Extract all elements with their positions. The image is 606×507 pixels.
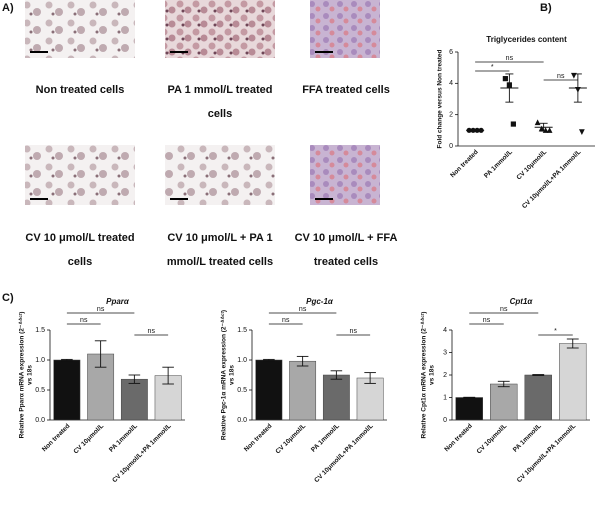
comparison-label: ns xyxy=(506,55,514,62)
y-tick-label: 0 xyxy=(449,143,453,150)
y-tick-label: 0.0 xyxy=(237,417,247,424)
x-tick-label: PA 1mmol/L xyxy=(108,423,139,454)
comparison-label: * xyxy=(491,64,494,71)
micrograph xyxy=(25,0,135,58)
y-tick-label: 0.5 xyxy=(35,387,45,394)
x-tick-label: Non treated xyxy=(41,423,72,454)
data-point xyxy=(538,125,545,132)
bar xyxy=(356,377,384,421)
y-axis-label: vs 18s xyxy=(429,365,436,385)
comparison-label: ns xyxy=(557,73,565,80)
y-axis-label: Relative Pgc-1α mRNA expression (2⁻ᐞᐞᶜᵗ) xyxy=(220,310,228,440)
bar xyxy=(53,359,81,421)
comparison-label: ns xyxy=(350,328,358,335)
chart-title: Pparα xyxy=(106,297,130,306)
x-tick-label: CV 10μmol/L+PA 1mmol/L xyxy=(521,149,583,211)
chart-title: Triglycerides content xyxy=(486,35,567,44)
y-axis-label: vs 18s xyxy=(229,365,236,385)
x-tick-label: CV 10μmol/L xyxy=(515,149,548,182)
bar xyxy=(559,343,587,421)
chart-title: Cpt1α xyxy=(510,297,534,306)
data-point xyxy=(534,119,541,126)
micrograph xyxy=(165,0,275,58)
y-tick-label: 1 xyxy=(443,394,447,401)
x-tick-label: CV 10μmol/L xyxy=(274,423,307,456)
y-tick-label: 0.0 xyxy=(35,417,45,424)
panel-label: A) xyxy=(2,2,14,14)
comparison-label: ns xyxy=(97,306,105,313)
y-tick-label: 4 xyxy=(449,80,453,87)
comparison-label: ns xyxy=(148,328,156,335)
bar xyxy=(524,374,552,421)
caption: CV 10 μmol/L + FFA treated cells xyxy=(294,232,398,268)
caption: CV 10 μmol/L + PA 1 mmol/L treated cells xyxy=(166,232,274,268)
caption: FFA treated cells xyxy=(302,84,390,96)
y-tick-label: 3 xyxy=(443,349,447,356)
chart-title: Pgc-1α xyxy=(306,297,334,306)
y-tick-label: 1.5 xyxy=(237,327,247,334)
data-point xyxy=(510,121,516,127)
x-tick-label: CV 10μmol/L+PA 1mmol/L xyxy=(313,423,375,485)
y-tick-label: 2 xyxy=(449,112,453,119)
bar xyxy=(120,378,148,421)
y-tick-label: 1.5 xyxy=(35,327,45,334)
x-tick-label: PA 1mmol/L xyxy=(310,423,341,454)
y-tick-label: 4 xyxy=(443,327,447,334)
x-tick-label: PA 1mmol/L xyxy=(483,149,514,180)
caption: Non treated cells xyxy=(35,84,125,96)
y-tick-label: 2 xyxy=(443,372,447,379)
panel-label: B) xyxy=(540,2,552,14)
bar xyxy=(455,397,483,421)
micrograph xyxy=(310,145,380,205)
comparison-label: ns xyxy=(500,306,508,313)
comparison-label: ns xyxy=(80,317,88,324)
comparison-label: ns xyxy=(483,317,491,324)
data-point xyxy=(579,129,585,136)
data-point xyxy=(502,76,508,82)
y-axis-label: Relative Cpt1α mRNA expression (2⁻ᐞᐞᶜᵗ) xyxy=(420,312,428,439)
comparison-label: ns xyxy=(282,317,290,324)
y-tick-label: 1.0 xyxy=(35,357,45,364)
micrograph xyxy=(310,0,380,58)
y-axis-label: vs 18s xyxy=(27,365,34,385)
micrograph xyxy=(25,145,135,205)
caption: CV 10 μmol/L treated cells xyxy=(25,232,135,268)
x-tick-label: CV 10μmol/L xyxy=(476,423,509,456)
caption: PA 1 mmol/L treated cells xyxy=(167,84,273,120)
x-tick-label: CV 10μmol/L+PA 1mmol/L xyxy=(111,423,173,485)
y-tick-label: 0 xyxy=(443,417,447,424)
x-tick-label: Non treated xyxy=(449,149,480,180)
y-tick-label: 0.5 xyxy=(237,387,247,394)
comparison-label: ns xyxy=(299,306,307,313)
micrograph xyxy=(165,145,275,205)
bar xyxy=(322,374,350,421)
x-tick-label: Non treated xyxy=(243,423,274,454)
x-tick-label: CV 10μmol/L+PA 1mmol/L xyxy=(516,423,578,485)
y-tick-label: 6 xyxy=(449,49,453,56)
x-tick-label: PA 1mmol/L xyxy=(512,423,543,454)
panel-label: C) xyxy=(2,292,14,304)
y-tick-label: 1.0 xyxy=(237,357,247,364)
bar xyxy=(490,383,518,421)
bar xyxy=(289,360,317,421)
data-point xyxy=(546,127,553,133)
x-tick-label: Non treated xyxy=(443,423,474,454)
bar xyxy=(255,359,283,421)
x-tick-label: CV 10μmol/L xyxy=(72,423,105,456)
comparison-label: * xyxy=(554,328,557,335)
y-axis-label: Fold change versus Non treated xyxy=(437,49,444,148)
y-axis-label: Relative Pparα mRNA expression (2⁻ᐞᐞᶜᵗ) xyxy=(18,312,26,439)
